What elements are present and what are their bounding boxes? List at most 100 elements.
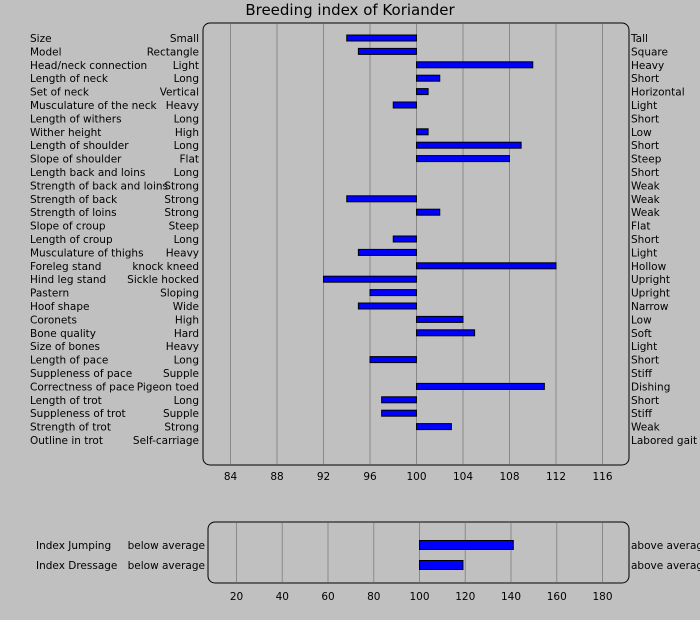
index-row-high-label-0: above average (631, 540, 700, 552)
main-row-low-label-23: Heavy (166, 341, 199, 353)
main-row-low-label-16: Heavy (166, 247, 199, 259)
main-tick-label-100: 100 (406, 471, 426, 483)
main-row-label-14: Slope of croup (30, 221, 106, 233)
main-row-high-label-9: Steep (631, 154, 662, 166)
main-bar-12 (346, 195, 417, 203)
main-tick-label-88: 88 (270, 471, 283, 483)
main-bar-19 (369, 289, 417, 297)
main-tick-label-108: 108 (499, 471, 519, 483)
main-row-low-label-12: Strong (164, 194, 199, 206)
index-row-label-0: Index Jumping (36, 540, 111, 552)
main-row-low-label-28: Supple (163, 408, 199, 420)
main-row-low-label-25: Supple (163, 368, 199, 380)
main-row-high-label-27: Short (631, 395, 659, 407)
main-row-low-label-18: Sickle hocked (127, 274, 199, 286)
main-row-label-10: Length back and loins (30, 167, 145, 179)
main-row-label-3: Length of neck (30, 73, 109, 85)
index-tick-label-160: 160 (547, 591, 567, 603)
main-row-low-label-14: Steep (169, 221, 200, 233)
index-tick-label-140: 140 (501, 591, 521, 603)
main-row-low-label-0: Small (170, 33, 199, 45)
main-row-high-label-8: Short (631, 140, 659, 152)
main-row-label-20: Hoof shape (30, 301, 89, 313)
main-row-high-label-11: Weak (631, 180, 661, 192)
main-row-high-label-19: Upright (631, 288, 670, 300)
main-row-high-label-1: Square (631, 46, 668, 58)
index-row-low-label-0: below average (128, 540, 205, 552)
main-row-high-label-23: Light (631, 341, 657, 353)
main-row-high-label-13: Weak (631, 207, 661, 219)
main-row-label-22: Bone quality (30, 328, 96, 340)
main-row-label-17: Foreleg stand (30, 261, 101, 273)
main-row-high-label-7: Low (631, 127, 652, 139)
main-row-low-label-5: Heavy (166, 100, 199, 112)
main-row-label-25: Suppleness of pace (30, 368, 132, 380)
main-row-low-label-29: Strong (164, 422, 199, 434)
main-row-high-label-14: Flat (631, 221, 651, 233)
index-tick-label-80: 80 (367, 591, 380, 603)
index-frame (207, 521, 630, 584)
main-bar-29 (416, 423, 452, 431)
main-bar-3 (416, 74, 441, 82)
main-row-label-21: Coronets (30, 314, 77, 326)
main-tick-label-92: 92 (317, 471, 330, 483)
main-row-label-7: Wither height (30, 127, 101, 139)
main-row-low-label-19: Sloping (160, 288, 199, 300)
main-tick-label-96: 96 (363, 471, 377, 483)
main-row-low-label-10: Long (174, 167, 199, 179)
main-row-label-19: Pastern (30, 288, 69, 300)
main-bar-18 (323, 275, 417, 283)
index-row-label-1: Index Dressage (36, 560, 117, 572)
main-row-label-23: Size of bones (30, 341, 100, 353)
main-bar-0 (346, 34, 417, 42)
index-tick-label-180: 180 (592, 591, 612, 603)
main-row-high-label-3: Short (631, 73, 659, 85)
main-bar-20 (357, 302, 417, 310)
main-row-label-5: Musculature of the neck (30, 100, 158, 112)
main-tick-label-104: 104 (453, 471, 473, 483)
main-row-high-label-4: Horizontal (631, 87, 685, 99)
main-bar-28 (381, 409, 417, 417)
index-bar-1 (419, 560, 464, 570)
main-row-high-label-22: Soft (631, 328, 652, 340)
chart-title: Breeding index of Koriander (245, 1, 455, 19)
main-bar-7 (416, 128, 429, 136)
index-tick-label-100: 100 (409, 591, 429, 603)
main-row-high-label-30: Labored gait (631, 435, 697, 447)
main-tick-label-112: 112 (546, 471, 566, 483)
main-row-high-label-5: Light (631, 100, 657, 112)
main-row-low-label-17: knock kneed (132, 261, 199, 273)
main-row-high-label-26: Dishing (631, 381, 670, 393)
main-row-high-label-24: Short (631, 355, 659, 367)
main-row-label-8: Length of shoulder (30, 140, 129, 152)
main-row-low-label-4: Vertical (160, 87, 199, 99)
main-row-label-4: Set of neck (30, 87, 90, 99)
main-row-low-label-9: Flat (179, 154, 199, 166)
main-row-high-label-16: Light (631, 247, 657, 259)
main-bar-27 (381, 396, 417, 404)
main-row-label-11: Strength of back and loins (30, 180, 168, 192)
main-row-high-label-17: Hollow (631, 261, 667, 273)
main-row-low-label-8: Long (174, 140, 199, 152)
main-bar-1 (357, 47, 417, 55)
main-row-label-2: Head/neck connection (30, 60, 147, 72)
main-row-high-label-15: Short (631, 234, 659, 246)
main-bar-13 (416, 208, 441, 216)
main-row-low-label-1: Rectangle (147, 46, 199, 58)
index-row-high-label-1: above average (631, 560, 700, 572)
main-row-high-label-29: Weak (631, 422, 661, 434)
main-bar-24 (369, 356, 417, 364)
main-row-high-label-25: Stiff (631, 368, 653, 380)
main-row-label-16: Musculature of thighs (30, 247, 144, 259)
main-row-low-label-24: Long (174, 355, 199, 367)
main-row-high-label-10: Short (631, 167, 659, 179)
main-bar-8 (416, 141, 522, 149)
main-row-low-label-21: High (175, 314, 199, 326)
main-row-label-15: Length of croup (30, 234, 113, 246)
main-row-label-0: Size (30, 33, 52, 45)
main-row-low-label-20: Wide (173, 301, 199, 313)
main-bar-15 (392, 235, 417, 243)
main-row-low-label-22: Hard (174, 328, 199, 340)
main-row-label-12: Strength of back (30, 194, 118, 206)
main-row-high-label-12: Weak (631, 194, 661, 206)
